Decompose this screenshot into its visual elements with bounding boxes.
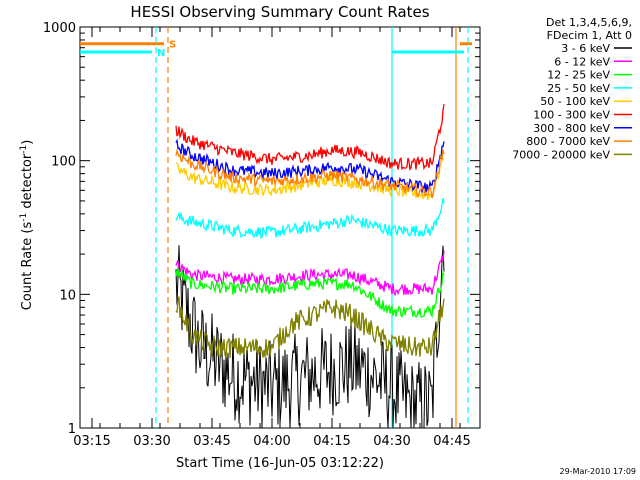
legend-entry-7: 800 - 7000 keV [526, 135, 610, 148]
legend-entry-2: 12 - 25 keV [547, 69, 610, 82]
series-line-4 [175, 155, 445, 200]
legend-entry-0: 3 - 6 keV [561, 42, 610, 55]
legend-entry-5: 100 - 300 keV [533, 109, 610, 122]
y-axis-label: Count Rate (s-1 detector-1) [19, 140, 35, 311]
x-tick-label: 04:45 [433, 434, 470, 449]
flag-label-s: S [169, 40, 176, 51]
plot-frame [79, 26, 481, 429]
x-tick-label: 03:30 [133, 434, 170, 449]
legend-header-decimation: FDecim 1, Att 0 [547, 29, 632, 42]
series-line-2 [175, 267, 445, 319]
x-tick-label: 03:15 [73, 434, 110, 449]
series-line-8 [175, 296, 445, 358]
legend-header-detectors: Det 1,3,4,5,6,9, [546, 16, 632, 29]
y-tick-label: 10 [59, 288, 76, 303]
x-tick-label: 04:00 [253, 434, 290, 449]
y-tick-label: 1000 [43, 21, 76, 36]
series-line-7 [175, 148, 445, 199]
plot-area: SN [79, 26, 481, 429]
flag-label-n: N [157, 48, 165, 59]
series-line-6 [175, 138, 445, 193]
series-line-0 [175, 245, 445, 429]
x-tick-label: 04:30 [373, 434, 410, 449]
series-line-3 [175, 197, 445, 239]
series-line-1 [175, 250, 445, 297]
legend: Det 1,3,4,5,6,9, FDecim 1, Att 0 3 - 6 k… [512, 16, 632, 161]
y-tick-label: 1 [68, 422, 76, 437]
x-tick-label: 03:45 [193, 434, 230, 449]
legend-entry-6: 300 - 800 keV [533, 122, 610, 135]
x-tick-label: 04:15 [313, 434, 350, 449]
chart-title: HESSI Observing Summary Count Rates [130, 3, 429, 21]
legend-entry-8: 7000 - 20000 keV [512, 148, 610, 161]
legend-entry-3: 25 - 50 keV [547, 82, 610, 95]
footer-timestamp: 29-Mar-2010 17:09 [560, 467, 637, 476]
x-axis-label: Start Time (16-Jun-05 03:12:22) [176, 456, 384, 471]
legend-entry-1: 6 - 12 keV [554, 55, 610, 68]
y-tick-label: 100 [51, 155, 76, 170]
legend-entry-4: 50 - 100 keV [540, 95, 610, 108]
series-line-5 [175, 104, 445, 172]
